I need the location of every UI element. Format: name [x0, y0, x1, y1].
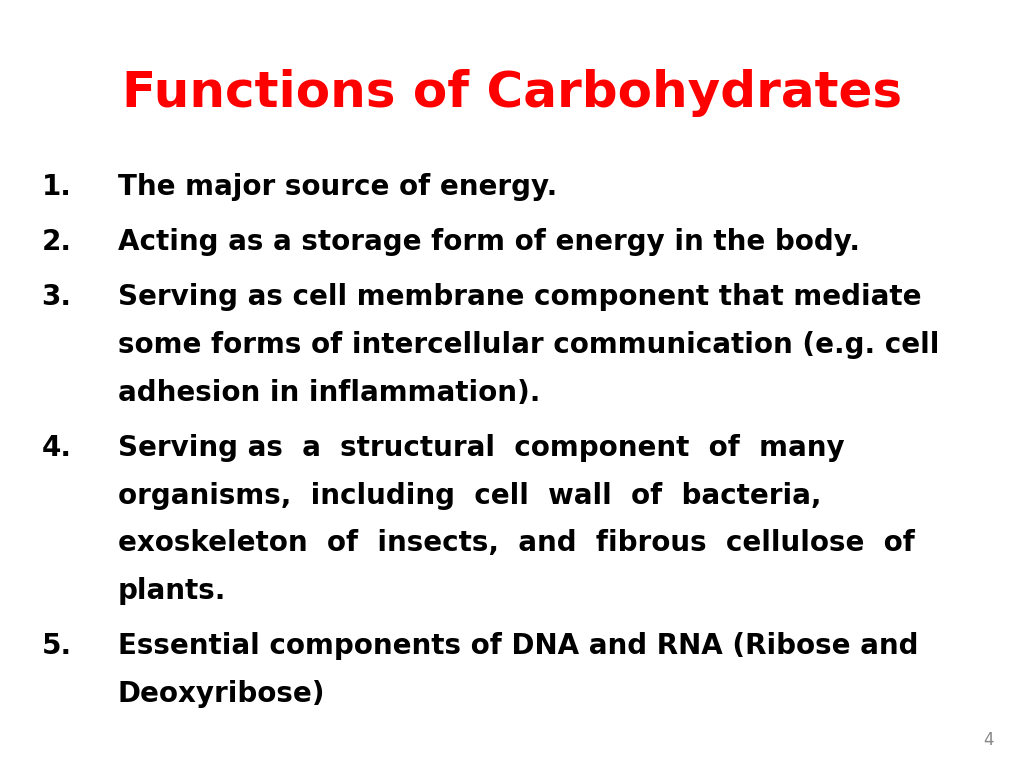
- Text: Deoxyribose): Deoxyribose): [118, 680, 326, 707]
- Text: Functions of Carbohydrates: Functions of Carbohydrates: [122, 69, 902, 118]
- Text: plants.: plants.: [118, 577, 226, 604]
- Text: 5.: 5.: [42, 632, 72, 660]
- Text: 1.: 1.: [42, 173, 72, 200]
- Text: 2.: 2.: [42, 228, 72, 256]
- Text: Acting as a storage form of energy in the body.: Acting as a storage form of energy in th…: [118, 228, 860, 256]
- Text: Serving as  a  structural  component  of  many: Serving as a structural component of man…: [118, 434, 845, 462]
- Text: 4: 4: [983, 731, 993, 749]
- Text: 3.: 3.: [42, 283, 72, 311]
- Text: some forms of intercellular communication (e.g. cell: some forms of intercellular communicatio…: [118, 331, 939, 359]
- Text: 4.: 4.: [42, 434, 72, 462]
- Text: exoskeleton  of  insects,  and  fibrous  cellulose  of: exoskeleton of insects, and fibrous cell…: [118, 529, 914, 557]
- Text: Essential components of DNA and RNA (Ribose and: Essential components of DNA and RNA (Rib…: [118, 632, 919, 660]
- Text: The major source of energy.: The major source of energy.: [118, 173, 557, 200]
- Text: adhesion in inflammation).: adhesion in inflammation).: [118, 379, 540, 406]
- Text: Serving as cell membrane component that mediate: Serving as cell membrane component that …: [118, 283, 922, 311]
- Text: organisms,  including  cell  wall  of  bacteria,: organisms, including cell wall of bacter…: [118, 482, 821, 509]
